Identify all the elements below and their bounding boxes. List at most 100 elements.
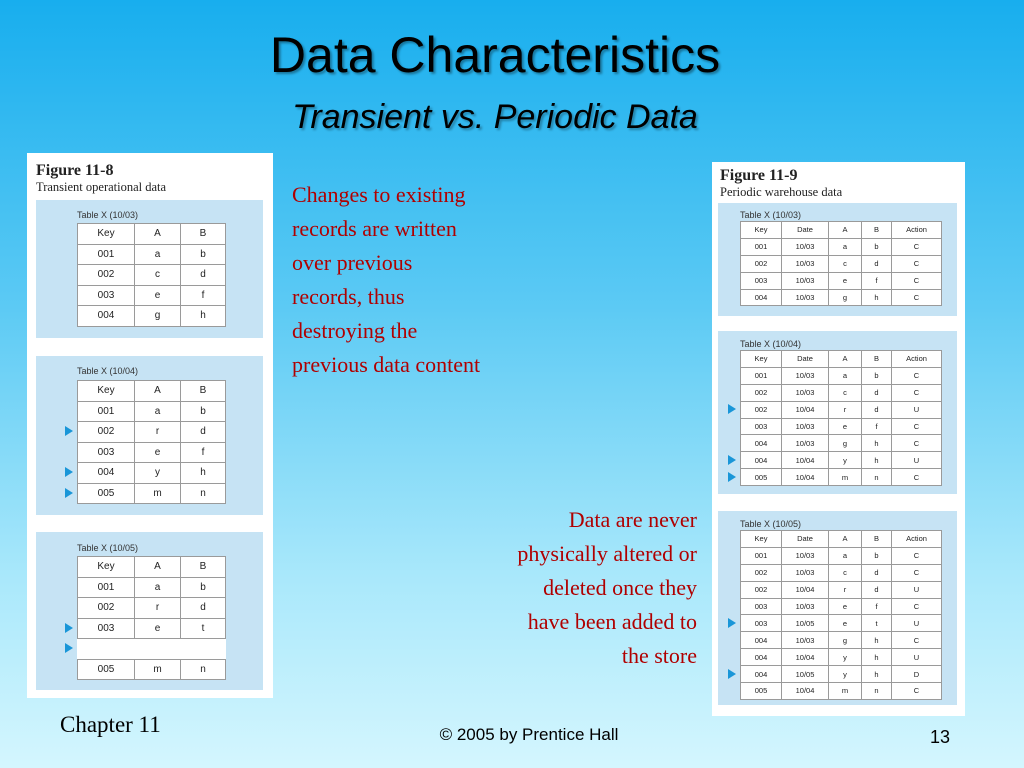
data-table: Key Date A B Action 001 10/03 a b C 002 10/03 c d C 003… [740, 221, 942, 307]
header-cell: B [180, 556, 226, 578]
cell: c [828, 383, 862, 402]
cell: h [861, 648, 892, 667]
page-number: 13 [930, 727, 951, 747]
header-cell: Action [891, 350, 942, 368]
header-cell: Date [781, 350, 829, 368]
row: 005 10/04 m n C [740, 468, 942, 487]
header-cell: Key [77, 380, 135, 402]
figure-label: Figure 11-8 [36, 162, 114, 179]
cell: 001 [740, 546, 782, 565]
cell: 10/03 [781, 546, 829, 565]
chapter: Chapter 11 [60, 712, 161, 737]
cell: 10/03 [781, 631, 829, 650]
cell: C [891, 288, 942, 307]
cell: c [828, 563, 862, 582]
cell: 10/05 [781, 614, 829, 633]
row: 004 10/04 y h U [740, 451, 942, 470]
cell: g [828, 288, 862, 307]
row: 004 g h [77, 305, 226, 327]
table-box: Table X (10/04) Key A B 001 a b 002 r d 003 e f 004 y h… [36, 356, 263, 515]
cell: 004 [740, 434, 782, 453]
right-text: Data are never physically altered or delet… [517, 503, 697, 673]
cell: t [180, 617, 226, 639]
cell: 004 [77, 305, 135, 327]
cell: 002 [740, 563, 782, 582]
cell: 002 [77, 264, 135, 286]
header-cell: Action [891, 530, 942, 548]
header-cell: Date [781, 530, 829, 548]
cell: e [134, 617, 181, 639]
text-line: Changes to existing [292, 182, 466, 207]
text-line: deleted once they [543, 575, 697, 600]
row: 001 a b [77, 576, 226, 598]
row: 001 a b [77, 243, 226, 265]
cell: C [891, 682, 942, 700]
change-arrow [65, 487, 73, 498]
cell: e [134, 284, 181, 306]
cell: 004 [740, 648, 782, 667]
cell: U [891, 451, 942, 470]
header-cell: Action [891, 221, 942, 239]
cell: d [861, 563, 892, 582]
cell: d [180, 264, 226, 286]
row: 002 10/03 c d C [740, 563, 942, 582]
cell: t [861, 614, 892, 633]
header-cell: A [828, 221, 862, 239]
cell: c [134, 264, 181, 286]
cell: e [828, 597, 862, 616]
cell: 002 [740, 254, 782, 273]
row: 003 10/05 e t U [740, 614, 942, 633]
cell: f [861, 417, 892, 436]
header-cell: B [861, 530, 892, 548]
cell: b [180, 576, 226, 598]
cell: a [134, 400, 181, 422]
cell: 10/04 [781, 400, 829, 419]
header-cell: B [180, 223, 226, 245]
row: 001 a b [77, 400, 226, 422]
change-arrow [728, 617, 736, 628]
text-line: over previous [292, 250, 413, 275]
data-table: Key Date A B Action 001 10/03 a b C 002 10/03 c d C 002… [740, 530, 942, 700]
cell: y [828, 665, 862, 684]
header-cell: Key [77, 223, 135, 245]
header-cell: Key [77, 556, 135, 578]
row: 001 10/03 a b C [740, 366, 942, 385]
row: 003 e t [77, 617, 226, 639]
cell: a [134, 576, 181, 598]
cell: 002 [740, 383, 782, 402]
header-cell: B [180, 380, 226, 402]
cell: U [891, 580, 942, 599]
cell: r [828, 580, 862, 599]
header-cell: B [861, 221, 892, 239]
cell: r [134, 597, 181, 619]
cell: y [134, 462, 181, 484]
row: 003 e f [77, 441, 226, 463]
cell: d [861, 400, 892, 419]
table-title: Table X (10/05) [740, 519, 802, 529]
cell: U [891, 648, 942, 667]
header-row: Key A B [77, 223, 226, 245]
header-row: Key A B [77, 380, 226, 402]
table-title: Table X (10/03) [77, 210, 139, 220]
cell: h [180, 305, 226, 327]
left-text: Changes to existing records are written ov… [292, 178, 480, 382]
cell: e [134, 441, 181, 463]
row: 002 10/04 r d U [740, 400, 942, 419]
cell: 10/03 [781, 597, 829, 616]
cell: c [828, 254, 862, 273]
row: 002 10/04 r d U [740, 580, 942, 599]
change-arrow [65, 622, 73, 633]
cell: f [861, 597, 892, 616]
header-cell: B [861, 350, 892, 368]
figure-caption: Periodic warehouse data [720, 185, 843, 199]
text-line: Data are never [568, 507, 697, 532]
cell: n [861, 468, 892, 487]
row: 005 m n [77, 658, 226, 680]
change-arrow [728, 404, 736, 415]
cell: y [828, 648, 862, 667]
cell: m [134, 658, 181, 680]
row: 003 10/03 e f C [740, 417, 942, 436]
cell: 003 [740, 614, 782, 633]
row: 003 10/03 e f C [740, 597, 942, 616]
